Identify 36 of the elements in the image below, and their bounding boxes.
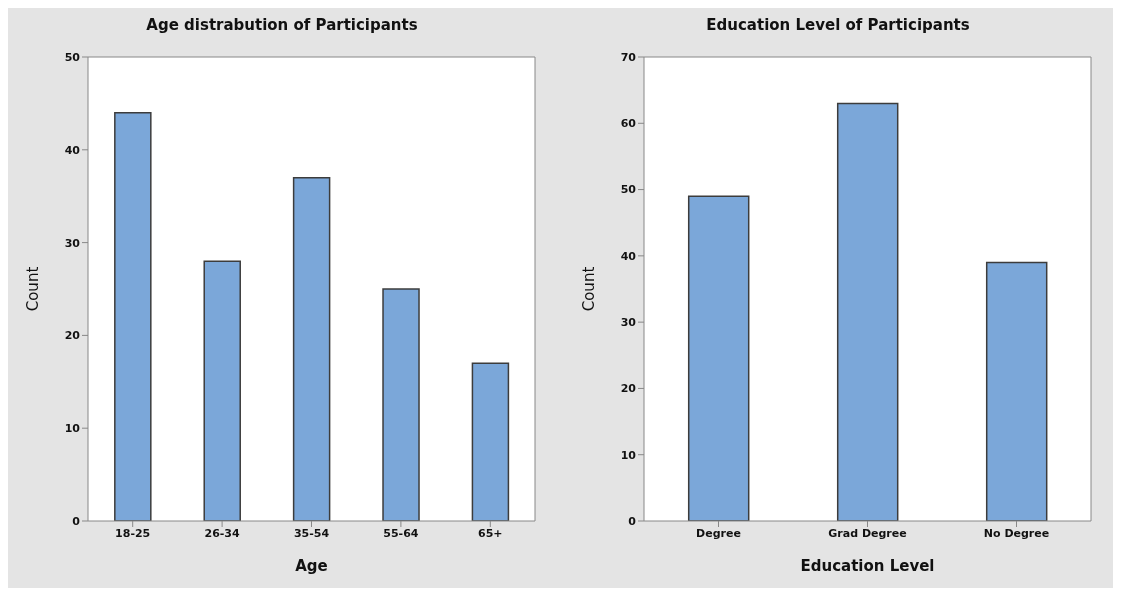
x-tick-label: 35-54 (293, 526, 330, 540)
bar (985, 261, 1048, 521)
y-tick-label: 20 (64, 329, 81, 343)
y-tick-label: 50 (620, 183, 637, 197)
y-tick-label: 30 (620, 316, 637, 330)
y-tick-label: 20 (620, 382, 637, 396)
bar (114, 111, 152, 521)
chart-title: Education Level of Participants (705, 15, 971, 36)
y-tick-label: 50 (64, 50, 81, 64)
x-tick-label: 18-25 (115, 526, 151, 540)
y-tick-label: 0 (72, 514, 81, 528)
x-tick-label: 26-34 (204, 526, 241, 540)
y-tick-label: 40 (620, 249, 637, 263)
y-tick-label: 30 (64, 236, 81, 250)
x-tick-label: Degree (696, 526, 741, 540)
y-axis-title: Count (24, 266, 43, 312)
x-tick-label: 55-64 (383, 526, 419, 540)
bar (471, 362, 510, 521)
bar (292, 176, 331, 521)
x-tick-label: No Degree (983, 526, 1050, 540)
y-tick-label: 10 (620, 448, 637, 462)
y-tick-label: 60 (620, 117, 637, 131)
y-tick-label: 10 (64, 422, 81, 436)
bar (203, 260, 241, 521)
y-tick-label: 0 (628, 514, 637, 528)
x-axis-title: Age (295, 557, 328, 575)
y-tick-label: 70 (620, 50, 637, 64)
bar (836, 102, 899, 521)
x-tick-label: Grad Degree (828, 526, 907, 540)
y-tick-label: 40 (64, 143, 81, 157)
bar (382, 288, 420, 521)
chart-title: Age distrabution of Participants (145, 15, 419, 36)
x-tick-label: 65+ (478, 526, 503, 540)
bar (687, 195, 750, 521)
x-axis-title: Education Level (800, 557, 935, 575)
y-axis-title: Count (580, 266, 599, 312)
